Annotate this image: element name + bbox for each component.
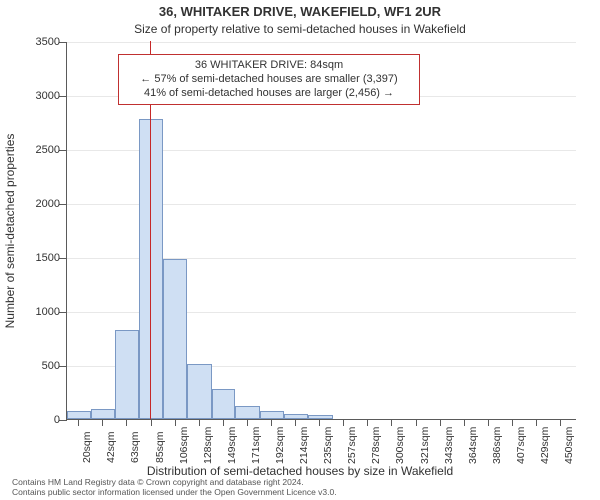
x-tick-label: 300sqm <box>394 427 406 464</box>
annotation-box: 36 WHITAKER DRIVE: 84sqm ← 57% of semi-d… <box>118 54 420 105</box>
y-tick <box>59 204 67 205</box>
y-tick <box>59 312 67 313</box>
x-tick-label: 257sqm <box>346 427 358 464</box>
chart-container: 36, WHITAKER DRIVE, WAKEFIELD, WF1 2UR S… <box>0 0 600 500</box>
x-tick <box>416 419 417 426</box>
x-tick-label: 128sqm <box>202 427 214 464</box>
y-tick <box>59 420 67 421</box>
x-axis-label: Distribution of semi-detached houses by … <box>0 464 600 478</box>
histogram-bar <box>163 259 187 419</box>
histogram-bar <box>284 414 308 419</box>
y-tick <box>59 96 67 97</box>
x-tick <box>78 419 79 426</box>
histogram-bar <box>308 415 333 419</box>
histogram-bar <box>187 364 212 419</box>
x-tick-label: 63sqm <box>129 431 141 463</box>
x-tick <box>102 419 103 426</box>
x-tick <box>512 419 513 426</box>
histogram-bar <box>115 330 139 419</box>
annotation-line3: 41% of semi-detached houses are larger (… <box>127 87 411 101</box>
y-tick-label: 2000 <box>10 198 60 210</box>
histogram-bar <box>212 389 236 419</box>
x-tick <box>367 419 368 426</box>
histogram-bar <box>139 119 164 419</box>
y-axis-label: Number of semi-detached properties <box>3 134 17 329</box>
y-tick <box>59 258 67 259</box>
x-tick-label: 343sqm <box>443 427 455 464</box>
y-tick-label: 3000 <box>10 90 60 102</box>
annotation-line1: 36 WHITAKER DRIVE: 84sqm <box>127 59 411 73</box>
x-tick-label: 386sqm <box>491 427 503 464</box>
x-tick <box>464 419 465 426</box>
footer-line2: Contains public sector information licen… <box>12 488 337 498</box>
histogram-bar <box>67 411 91 419</box>
y-tick-label: 1000 <box>10 306 60 318</box>
histogram-bar <box>235 406 260 419</box>
x-tick-label: 42sqm <box>105 431 117 463</box>
x-tick <box>391 419 392 426</box>
x-tick <box>199 419 200 426</box>
x-tick <box>536 419 537 426</box>
y-tick-label: 3500 <box>10 36 60 48</box>
x-tick-label: 171sqm <box>250 427 262 464</box>
x-tick <box>175 419 176 426</box>
x-tick-label: 192sqm <box>274 427 286 464</box>
x-tick <box>126 419 127 426</box>
chart-title: 36, WHITAKER DRIVE, WAKEFIELD, WF1 2UR <box>0 4 600 19</box>
annotation-line2: ← 57% of semi-detached houses are smalle… <box>127 73 411 87</box>
x-tick <box>560 419 561 426</box>
x-tick <box>295 419 296 426</box>
x-tick-label: 85sqm <box>154 431 166 463</box>
x-tick <box>271 419 272 426</box>
histogram-bar <box>91 409 116 419</box>
y-tick-label: 0 <box>10 414 60 426</box>
x-tick-label: 278sqm <box>370 427 382 464</box>
x-tick-label: 429sqm <box>539 427 551 464</box>
x-tick <box>440 419 441 426</box>
chart-subtitle: Size of property relative to semi-detach… <box>0 22 600 36</box>
x-tick-label: 235sqm <box>322 427 334 464</box>
x-tick <box>343 419 344 426</box>
x-tick-label: 407sqm <box>515 427 527 464</box>
x-tick-label: 214sqm <box>298 427 310 464</box>
x-tick-label: 106sqm <box>178 427 190 464</box>
y-tick-label: 500 <box>10 360 60 372</box>
x-tick-label: 450sqm <box>563 427 575 464</box>
y-tick <box>59 42 67 43</box>
x-tick <box>247 419 248 426</box>
x-tick-label: 20sqm <box>81 431 93 463</box>
x-tick-label: 364sqm <box>467 427 479 464</box>
y-tick <box>59 366 67 367</box>
x-tick-label: 149sqm <box>226 427 238 464</box>
y-tick-label: 2500 <box>10 144 60 156</box>
gridline <box>67 42 576 43</box>
x-tick <box>488 419 489 426</box>
footer-attribution: Contains HM Land Registry data © Crown c… <box>12 478 337 498</box>
x-tick-label: 321sqm <box>419 427 431 464</box>
histogram-bar <box>260 411 285 419</box>
x-tick <box>319 419 320 426</box>
y-tick-label: 1500 <box>10 252 60 264</box>
x-tick <box>151 419 152 426</box>
x-tick <box>223 419 224 426</box>
y-tick <box>59 150 67 151</box>
